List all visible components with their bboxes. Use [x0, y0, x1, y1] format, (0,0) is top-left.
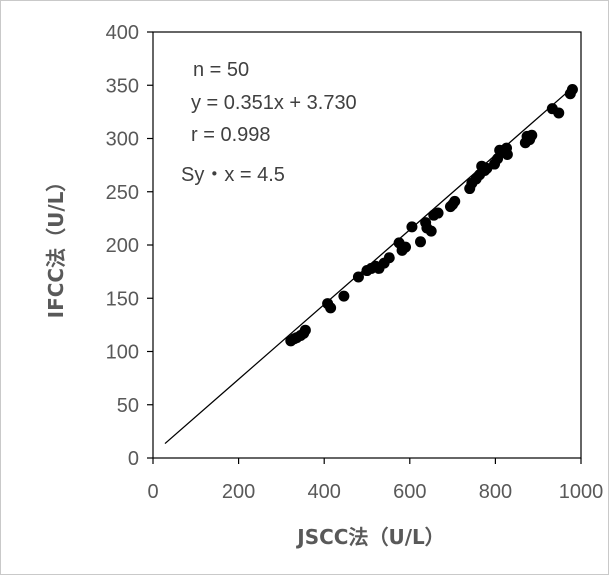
data-point — [415, 236, 426, 248]
data-point — [553, 107, 565, 119]
x-tick-label: 800 — [479, 481, 512, 503]
y-tick-label: 150 — [106, 288, 139, 310]
stats-annotation-1: n = 50 — [193, 59, 249, 81]
x-tick-label: 0 — [147, 481, 158, 503]
y-tick-label: 350 — [106, 75, 139, 97]
stats-annotation-4: Sy・x = 4.5 — [181, 164, 285, 186]
y-tick-label: 400 — [106, 22, 139, 44]
data-point — [501, 148, 513, 160]
data-point — [406, 221, 418, 233]
data-point — [421, 222, 433, 234]
x-tick-label: 400 — [308, 481, 341, 503]
data-point — [378, 257, 390, 269]
x-tick-label: 1000 — [559, 481, 604, 503]
stats-annotation-2: y = 0.351x + 3.730 — [191, 92, 357, 114]
stats-annotation-3: r = 0.998 — [191, 124, 271, 146]
y-tick-label: 200 — [106, 235, 139, 257]
y-tick-label: 0 — [128, 448, 139, 470]
data-point — [352, 271, 364, 283]
data-point — [566, 84, 578, 96]
stats-annotations: n = 50 y = 0.351x + 3.730 r = 0.998 Sy・x = … — [181, 59, 357, 186]
data-point — [432, 207, 444, 219]
y-axis-ticks: 0 50 100 150 200 250 300 350 400 — [106, 22, 153, 470]
data-point — [479, 164, 491, 176]
data-point — [299, 324, 311, 336]
x-tick-label: 200 — [222, 481, 255, 503]
y-tick-label: 100 — [106, 342, 139, 364]
data-point — [338, 290, 350, 302]
y-tick-label: 250 — [106, 182, 139, 204]
data-point — [526, 129, 538, 141]
data-point — [447, 199, 459, 211]
y-axis-title: IFCC法（U/L） — [44, 172, 68, 319]
x-tick-label: 600 — [393, 481, 426, 503]
data-point — [325, 302, 337, 314]
y-tick-label: 300 — [106, 129, 139, 151]
data-point — [361, 265, 373, 277]
x-axis-ticks: 0 200 400 600 800 1000 — [147, 458, 603, 503]
y-tick-label: 50 — [117, 395, 139, 417]
x-axis-title: JSCC法（U/L） — [295, 525, 445, 549]
data-points — [285, 84, 578, 347]
data-point — [400, 241, 412, 253]
